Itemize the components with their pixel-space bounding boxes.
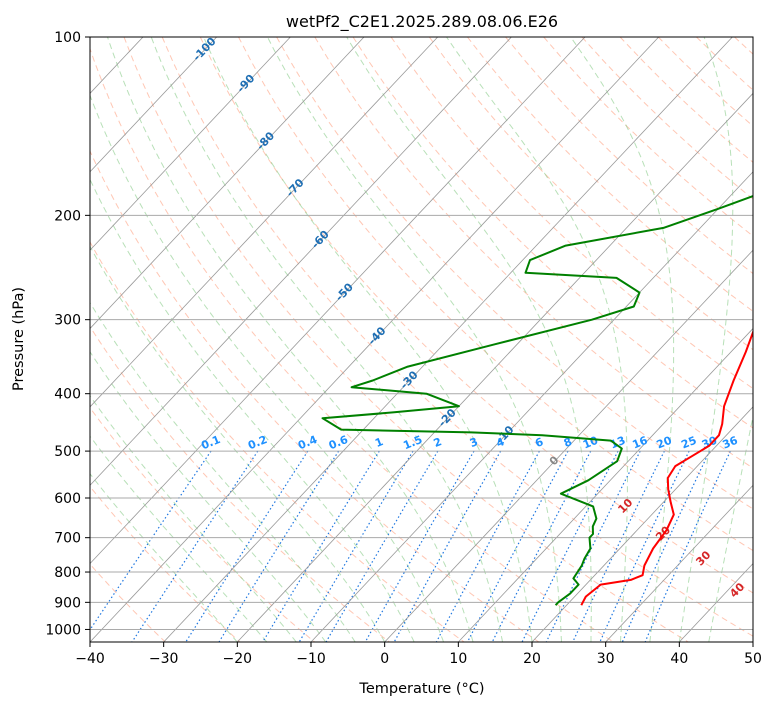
isotherm-line	[163, 37, 733, 642]
y-tick-label: 1000	[45, 622, 81, 638]
y-tick-label: 500	[54, 444, 81, 460]
y-tick-label: 200	[54, 208, 81, 224]
x-tick-label: 30	[597, 651, 615, 667]
y-tick-label: 900	[54, 595, 81, 611]
x-tick-label: 10	[449, 651, 467, 667]
isotherm-line	[90, 37, 586, 565]
x-tick-label: 0	[380, 651, 389, 667]
mixing-ratio-line	[521, 450, 619, 642]
moist-adiabat	[90, 301, 356, 642]
mixing-ratio-line	[572, 450, 665, 642]
y-tick-label: 800	[54, 565, 81, 581]
mixing-ratio-label: 13	[608, 434, 627, 452]
x-tick-label: −20	[223, 651, 253, 667]
y-axis: 100 200 300 400 500 600 700 800 900 1000	[45, 30, 90, 638]
isotherm-line	[90, 37, 659, 642]
y-tick-label: 600	[54, 491, 81, 507]
isotherm-line	[90, 37, 438, 408]
temperature-series	[580, 329, 753, 606]
background-lines	[90, 37, 753, 642]
dry-adiabat	[238, 37, 753, 552]
plot-frame	[89, 36, 754, 643]
isotherm-line	[458, 327, 753, 642]
mixing-ratio-label: 1	[373, 435, 385, 450]
y-tick-label: 300	[54, 313, 81, 329]
dry-adiabat	[90, 485, 241, 642]
mixing-ratio-label: 20	[655, 434, 674, 452]
dry-adiabat	[90, 563, 166, 642]
mixing-ratio-line	[262, 450, 380, 642]
dry-adiabat	[90, 241, 465, 642]
mixing-ratio-label: 30	[700, 434, 719, 452]
moist-adiabat	[570, 37, 675, 642]
mixing-ratio-line	[393, 450, 502, 642]
dry-adiabat	[199, 37, 753, 594]
moist-adiabat	[267, 37, 562, 642]
mixing-ratio-line	[364, 450, 475, 642]
moist-adiabat	[90, 394, 297, 642]
mixing-ratio-label: 36	[721, 434, 740, 452]
mixing-ratio-label: 16	[630, 434, 649, 452]
mixing-ratio-line	[435, 450, 540, 642]
dry-adiabat	[90, 149, 540, 642]
dry-adiabat	[352, 37, 753, 429]
plot-background	[90, 37, 753, 642]
isotherm-line	[605, 484, 753, 642]
x-tick-label: 50	[744, 651, 762, 667]
profile-series	[321, 194, 753, 606]
isotherm-line	[90, 37, 512, 486]
y-tick-label: 100	[54, 30, 81, 46]
mixing-ratio-label: 8	[562, 435, 574, 450]
moist-adiabat	[90, 350, 327, 642]
dry-adiabat	[90, 325, 390, 642]
moist-adiabat	[90, 178, 415, 642]
mixing-ratio-line	[545, 450, 641, 642]
mixing-ratio-line	[466, 450, 569, 642]
mixing-ratio-line	[90, 450, 212, 631]
mixing-ratio-line	[621, 450, 711, 642]
moist-adiabat	[446, 37, 628, 642]
moist-adiabat	[678, 37, 734, 642]
isotherm-line	[384, 249, 753, 642]
mixing-ratio-label: 3	[468, 435, 480, 450]
x-tick-label: −30	[149, 651, 179, 667]
mixing-ratio-line	[599, 450, 690, 642]
mixing-ratio-label: 25	[679, 434, 698, 452]
x-tick-label: −10	[296, 651, 326, 667]
dry-adiabat	[123, 37, 689, 642]
mixing-ratio-line	[218, 450, 340, 642]
isotherm-line	[237, 92, 753, 642]
chart-title: wetPf2_C2E1.2025.289.08.06.E26	[286, 12, 558, 32]
dry-adiabat	[314, 37, 753, 469]
pressure-grid	[90, 37, 753, 630]
mixing-ratio-line	[491, 450, 592, 642]
moist-adiabat	[346, 37, 592, 642]
moist-adiabat	[203, 37, 533, 642]
moist-adiabat	[90, 245, 386, 642]
x-axis-title: Temperature (°C)	[358, 681, 484, 697]
dry-adiabat	[90, 47, 614, 642]
x-tick-label: −40	[75, 651, 105, 667]
isotherm-line	[531, 406, 753, 642]
isotherm-line	[752, 641, 753, 642]
y-tick-label: 700	[54, 531, 81, 547]
mixing-ratio-label: 2	[432, 435, 444, 450]
moist-adiabat	[90, 94, 445, 642]
isotherm-line	[310, 171, 753, 642]
isotherm-line	[90, 37, 365, 330]
dewpoint-series	[321, 194, 753, 606]
x-axis: −40 −30 −20 −10 0 10 20 30 40 50	[75, 642, 762, 667]
moist-adiabat	[150, 37, 503, 642]
x-tick-label: 40	[670, 651, 688, 667]
isotherm-line	[90, 37, 291, 251]
x-tick-label: 20	[523, 651, 541, 667]
dry-adiabat	[390, 37, 753, 390]
isotherm-line	[90, 37, 217, 173]
moist-adiabat	[708, 414, 753, 642]
y-axis-title: Pressure (hPa)	[11, 287, 27, 391]
moist-adiabat	[107, 37, 474, 642]
y-tick-label: 400	[54, 387, 81, 403]
